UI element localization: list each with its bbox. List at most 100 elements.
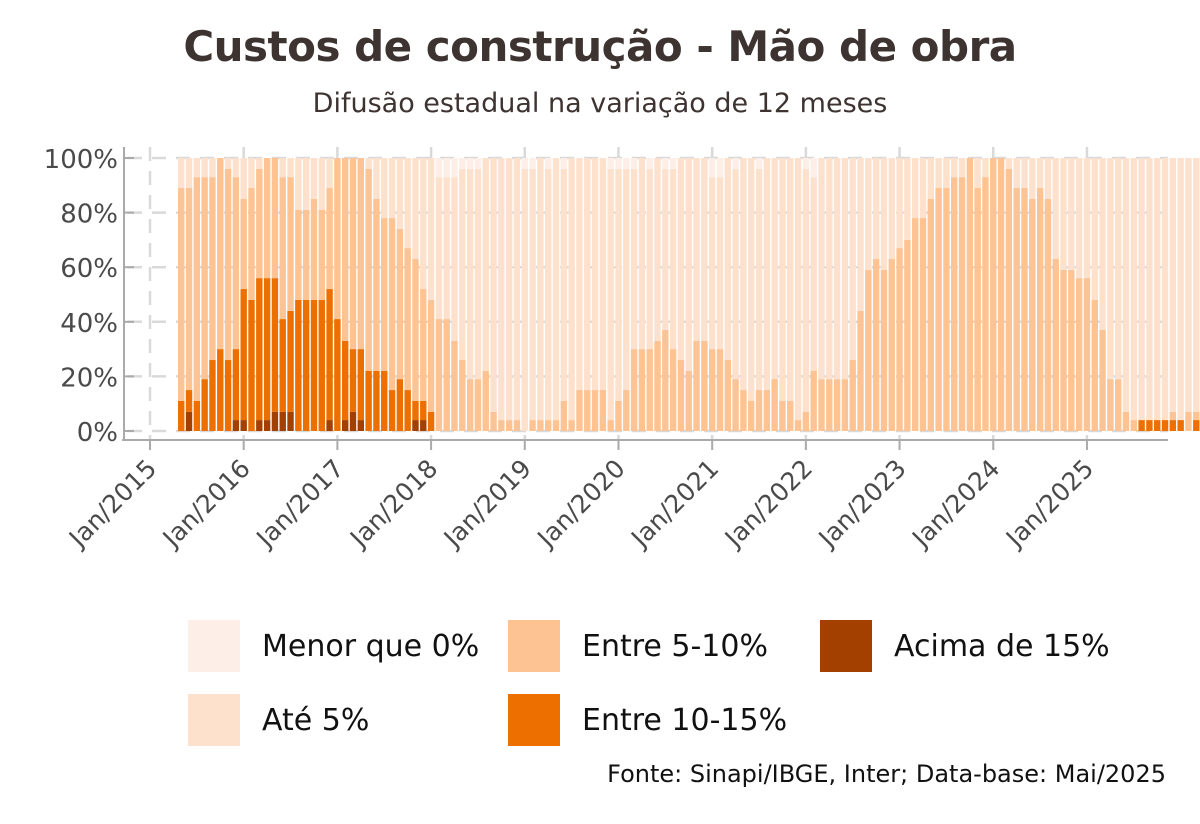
bar-segment-entre-10-15 [1154, 420, 1161, 431]
bar-segment-ate-5 [365, 158, 372, 169]
bar-segment-entre-5-10 [1099, 329, 1106, 431]
bar-segment-entre-5-10 [779, 400, 786, 431]
bar-segment-ate-5 [443, 177, 450, 320]
bar-segment-entre-10-15 [365, 370, 372, 431]
bar-segment-entre-5-10 [1091, 299, 1098, 431]
bar-segment-ate-5 [388, 158, 396, 219]
x-tick-label: Jan/2019 [437, 454, 537, 554]
bar-segment-entre-5-10 [708, 349, 716, 431]
bar-segment-ate-5 [1044, 158, 1052, 199]
bar-segment-entre-10-15 [326, 289, 333, 421]
legend-item-entre-5-10: Entre 5-10% [508, 618, 768, 674]
bar-segment-entre-10-15 [420, 400, 427, 421]
bar-segment-ate-5 [1013, 158, 1020, 189]
bar-segment-entre-5-10 [513, 420, 521, 431]
bar-segment-entre-5-10 [990, 158, 997, 431]
x-tick-label: Jan/2022 [718, 454, 818, 554]
bar-segment-entre-5-10 [849, 360, 856, 431]
bar-segment-ate-5 [591, 158, 599, 391]
bar-segment-entre-5-10 [1036, 188, 1044, 431]
bar-segment-ate-5 [943, 158, 950, 189]
legend-label: Entre 5-10% [582, 628, 768, 664]
bar-segment-ate-5 [724, 158, 731, 361]
bar-segment-ate-5 [279, 158, 286, 178]
bar-segment-entre-5-10 [662, 329, 669, 431]
bar-segment-ate-5 [646, 168, 653, 350]
bar-segment-ate-5 [1060, 158, 1067, 270]
bar-segment-ate-5 [599, 158, 607, 391]
bar-segment-ate-5 [404, 158, 411, 249]
bar-segment-entre-5-10 [974, 188, 981, 431]
bar-segment-entre-5-10 [209, 177, 216, 361]
bar-segment-ate-5 [1036, 158, 1044, 189]
bar-segment-menor-que-0 [529, 158, 536, 169]
bar-segment-ate-5 [872, 158, 880, 260]
bar-segment-entre-5-10 [295, 209, 302, 300]
bar-segment-ate-5 [295, 158, 302, 210]
bar-segment-ate-5 [521, 168, 528, 432]
legend-swatch-entre-10-15 [508, 694, 560, 746]
bar-segment-entre-5-10 [568, 420, 575, 431]
bar-segment-entre-5-10 [545, 420, 552, 431]
bar-segment-entre-10-15 [302, 299, 310, 431]
bar-segment-ate-5 [420, 158, 427, 290]
bar-segment-ate-5 [256, 158, 263, 169]
bar-segment-ate-5 [412, 158, 419, 260]
bar-segment-ate-5 [568, 158, 575, 421]
bar-segment-menor-que-0 [560, 158, 568, 169]
bar-segment-ate-5 [576, 158, 583, 391]
legend-swatch-ate-5 [188, 694, 240, 746]
bar-segment-ate-5 [1122, 158, 1130, 412]
bars [178, 158, 1200, 432]
bar-segment-ate-5 [630, 168, 638, 350]
legend-item-entre-10-15: Entre 10-15% [508, 692, 787, 748]
bar-segment-entre-5-10 [927, 198, 934, 431]
bar-segment-menor-que-0 [545, 158, 552, 169]
bar-segment-entre-5-10 [529, 420, 536, 431]
bar-segment-ate-5 [693, 158, 700, 341]
bar-segment-entre-5-10 [685, 370, 692, 431]
bar-segment-entre-5-10 [1052, 259, 1059, 431]
bar-segment-ate-5 [490, 158, 497, 412]
bar-segment-entre-5-10 [256, 168, 263, 279]
bar-segment-entre-10-15 [185, 390, 193, 412]
x-tick-label: Jan/2016 [156, 454, 256, 554]
bar-segment-ate-5 [849, 158, 856, 361]
bar-segment-entre-5-10 [263, 158, 271, 279]
bar-segment-entre-5-10 [599, 390, 607, 431]
bar-segment-ate-5 [381, 158, 388, 219]
bar-segment-ate-5 [1177, 158, 1184, 421]
bar-segment-entre-5-10 [740, 390, 747, 431]
bar-segment-ate-5 [459, 168, 466, 361]
bar-segment-ate-5 [701, 158, 708, 341]
bar-segment-ate-5 [708, 177, 716, 350]
bar-segment-ate-5 [232, 158, 240, 178]
bar-segment-acima-de-15 [256, 420, 263, 431]
bar-segment-menor-que-0 [443, 158, 450, 178]
bar-segment-entre-5-10 [201, 177, 208, 380]
bar-segment-entre-5-10 [576, 390, 583, 431]
bar-segment-entre-5-10 [755, 390, 763, 431]
bar-segment-ate-5 [958, 158, 966, 178]
bar-segment-entre-10-15 [412, 400, 419, 421]
bar-segment-entre-5-10 [1021, 188, 1028, 431]
x-tick-label: Jan/2017 [250, 454, 350, 554]
bar-segment-ate-5 [951, 158, 958, 178]
bar-segment-acima-de-15 [240, 420, 247, 431]
bar-segment-entre-5-10 [373, 198, 380, 371]
bar-segment-acima-de-15 [271, 411, 279, 431]
bar-segment-ate-5 [904, 158, 911, 240]
bar-segment-entre-5-10 [872, 259, 880, 431]
bar-segment-ate-5 [974, 158, 981, 189]
bar-segment-entre-5-10 [185, 188, 193, 391]
bar-segment-ate-5 [529, 168, 536, 421]
bar-segment-menor-que-0 [466, 158, 474, 169]
bar-segment-entre-5-10 [334, 158, 341, 320]
bar-segment-entre-10-15 [349, 349, 357, 412]
bar-segment-ate-5 [193, 158, 201, 178]
bar-segment-ate-5 [1169, 158, 1177, 412]
bar-segment-ate-5 [318, 158, 325, 210]
bar-segment-entre-5-10 [1029, 198, 1036, 431]
bar-segment-menor-que-0 [646, 158, 653, 169]
bar-segment-ate-5 [677, 158, 685, 361]
